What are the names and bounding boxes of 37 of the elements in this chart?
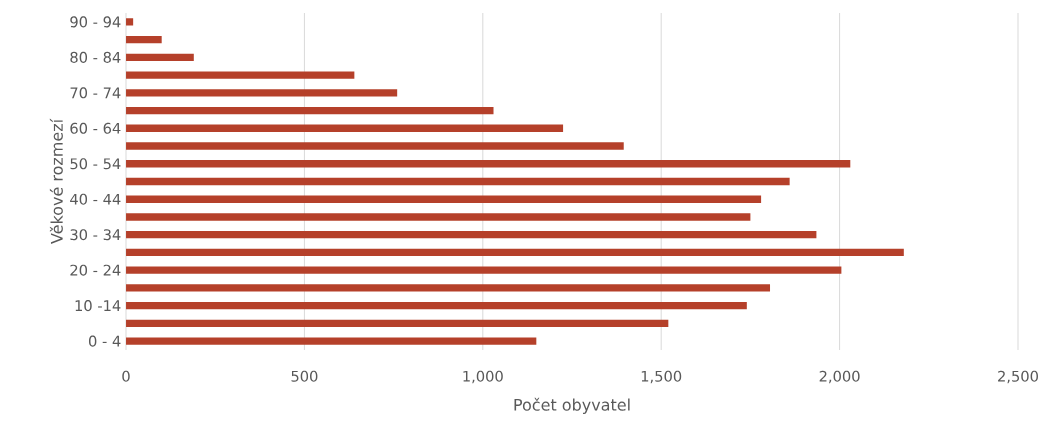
y-tick-label: 30 - 34 [70,229,121,241]
bar [126,195,762,203]
bar [126,35,162,44]
bar [126,142,624,150]
y-tick-label: 70 - 74 [70,87,121,99]
bar [126,124,564,132]
x-tick-label: 0 [122,370,130,382]
x-tick-label: 2,000 [819,370,860,384]
x-tick-label: 500 [291,370,318,382]
y-tick-label: 10 -14 [75,300,121,312]
bar [126,231,817,239]
bar [126,18,134,26]
bar [126,213,751,221]
y-tick-label: 50 - 54 [70,158,121,170]
x-tick-label: 1,500 [641,370,682,384]
bar [126,160,851,168]
bar [126,71,355,79]
y-tick-label: 0 - 4 [88,335,121,347]
bar [126,89,398,97]
x-axis-title: Počet obyvatel [514,397,630,414]
bar [126,53,194,61]
bar [126,248,904,257]
y-tick-label: 80 - 84 [70,51,121,63]
bar [126,266,842,274]
bar [126,106,494,115]
y-tick-label: 40 - 44 [70,193,121,205]
y-tick-label: 20 - 24 [70,264,121,276]
y-axis-title: Věkové rozmezí [49,118,63,244]
x-tick-label: 2,500 [998,370,1038,384]
y-tick-label: 90 - 94 [70,16,121,28]
bar [126,337,537,345]
bar [126,301,747,310]
x-tick-label: 1,000 [463,370,503,384]
bar [126,319,669,328]
bar [126,284,771,292]
y-tick-label: 60 - 64 [70,122,121,134]
bar [126,177,790,186]
